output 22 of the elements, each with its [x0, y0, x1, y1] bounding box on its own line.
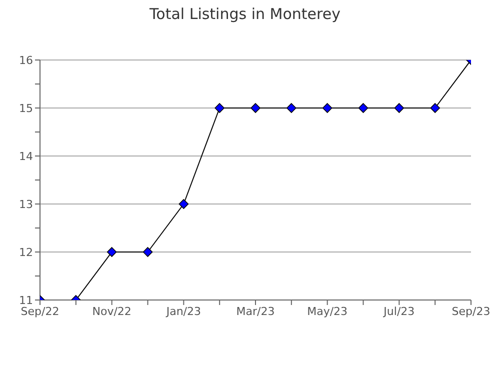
y-tick-label: 12 — [19, 246, 33, 259]
point — [214, 103, 224, 113]
y-tick-label: 15 — [19, 102, 33, 115]
point — [394, 103, 404, 113]
point — [178, 199, 189, 209]
y-tick-label: 11 — [19, 294, 33, 307]
point — [322, 103, 332, 113]
point — [430, 103, 440, 113]
y-tick-label: 16 — [19, 54, 33, 67]
point — [286, 103, 296, 113]
x-tick-label: Nov/22 — [92, 304, 132, 318]
y-tick-label: 14 — [19, 150, 33, 163]
x-tick-label: Sep/22 — [20, 304, 60, 318]
x-tick-label: Jul/23 — [382, 304, 415, 318]
x-tick-label: Mar/23 — [236, 304, 275, 318]
point — [358, 103, 368, 113]
x-tick-label: Jan/23 — [165, 304, 202, 318]
y-tick-label: 13 — [19, 198, 33, 211]
chart-title: Total Listings in Monterey — [148, 5, 342, 23]
x-tick-label: Sep/23 — [452, 304, 490, 318]
point — [250, 103, 260, 113]
x-tick-label: May/23 — [307, 304, 348, 318]
